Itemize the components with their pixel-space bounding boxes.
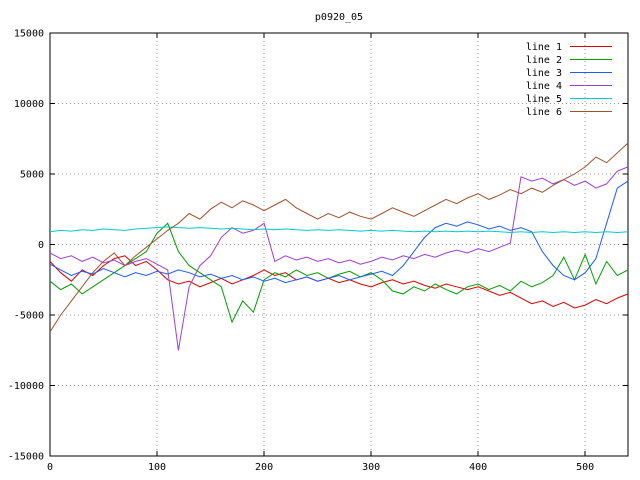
y-axis-tick-label: -5000 (14, 311, 44, 322)
y-axis-tick-label: -15000 (8, 452, 44, 463)
series-line-2 (49, 222, 629, 324)
legend-label: line 3 (526, 68, 562, 79)
x-axis-tick-label: 500 (576, 462, 594, 473)
y-axis-tick-label: 0 (38, 240, 44, 251)
legend-label: line 6 (526, 107, 562, 118)
series-line-3 (49, 180, 629, 284)
x-axis-tick-label: 0 (47, 462, 53, 473)
x-axis-tick-label: 300 (362, 462, 380, 473)
x-axis-tick-label: 100 (148, 462, 166, 473)
y-axis-tick-label: 15000 (14, 29, 44, 40)
legend-label: line 5 (526, 94, 562, 105)
y-axis-tick-label: 5000 (20, 170, 44, 181)
legend-label: line 1 (526, 42, 562, 53)
x-axis-tick-label: 400 (469, 462, 487, 473)
legend-label: line 4 (526, 81, 562, 92)
y-axis-tick-label: -10000 (8, 381, 44, 392)
series-line-1 (49, 255, 629, 309)
series-line-6 (49, 142, 629, 333)
legend-label: line 2 (526, 55, 562, 66)
y-axis-tick-label: 10000 (14, 99, 44, 110)
chart-title: p0920_05 (314, 12, 364, 23)
series-line-5 (49, 226, 629, 234)
series-line-4 (49, 166, 629, 351)
x-axis-tick-label: 200 (255, 462, 273, 473)
